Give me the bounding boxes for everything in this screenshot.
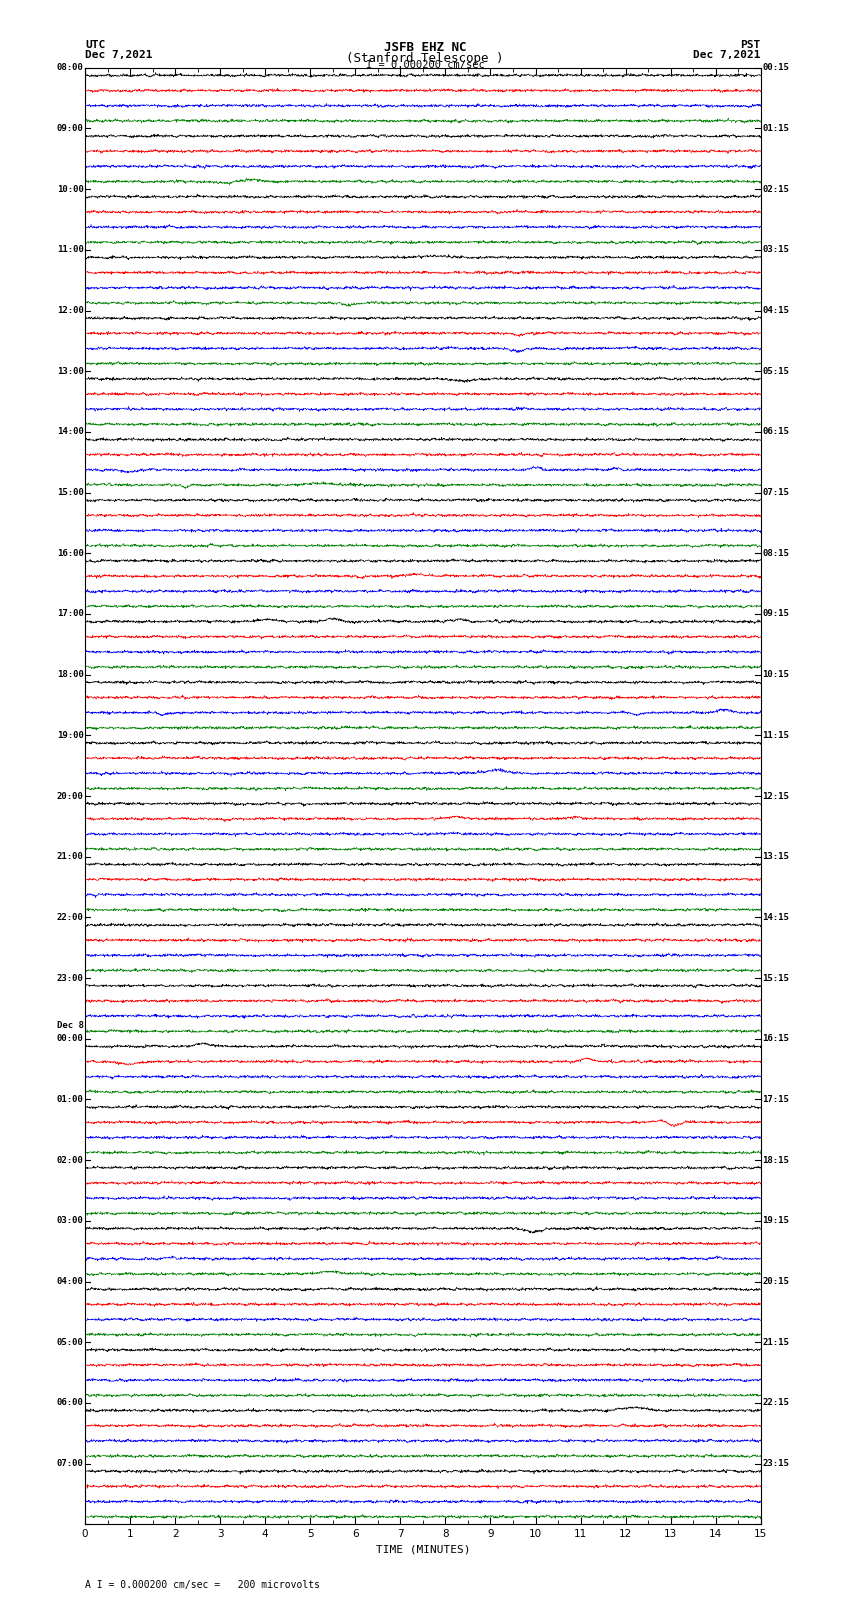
Text: 01:00: 01:00: [57, 1095, 83, 1103]
Text: Dec 7,2021: Dec 7,2021: [694, 50, 761, 60]
Text: 22:15: 22:15: [762, 1398, 789, 1408]
Text: 03:00: 03:00: [57, 1216, 83, 1226]
Text: 04:00: 04:00: [57, 1277, 83, 1286]
Text: 18:00: 18:00: [57, 669, 83, 679]
Text: 09:15: 09:15: [762, 610, 789, 618]
Text: 10:00: 10:00: [57, 184, 83, 194]
Text: 19:00: 19:00: [57, 731, 83, 740]
X-axis label: TIME (MINUTES): TIME (MINUTES): [376, 1545, 470, 1555]
Text: 15:00: 15:00: [57, 489, 83, 497]
Text: 16:00: 16:00: [57, 548, 83, 558]
Text: 16:15: 16:15: [762, 1034, 789, 1044]
Text: Dec 8: Dec 8: [57, 1021, 83, 1031]
Text: 00:00: 00:00: [57, 1034, 83, 1044]
Text: 07:15: 07:15: [762, 489, 789, 497]
Text: 21:15: 21:15: [762, 1337, 789, 1347]
Text: 19:15: 19:15: [762, 1216, 789, 1226]
Text: (Stanford Telescope ): (Stanford Telescope ): [346, 52, 504, 65]
Text: 13:15: 13:15: [762, 852, 789, 861]
Text: 23:15: 23:15: [762, 1460, 789, 1468]
Text: 12:15: 12:15: [762, 792, 789, 800]
Text: 11:00: 11:00: [57, 245, 83, 255]
Text: 08:00: 08:00: [57, 63, 83, 73]
Text: 08:15: 08:15: [762, 548, 789, 558]
Text: I = 0.000200 cm/sec: I = 0.000200 cm/sec: [366, 60, 484, 69]
Text: 18:15: 18:15: [762, 1155, 789, 1165]
Text: UTC: UTC: [85, 39, 105, 50]
Text: A I = 0.000200 cm/sec =   200 microvolts: A I = 0.000200 cm/sec = 200 microvolts: [85, 1581, 320, 1590]
Text: 05:15: 05:15: [762, 366, 789, 376]
Text: 13:00: 13:00: [57, 366, 83, 376]
Text: 03:15: 03:15: [762, 245, 789, 255]
Text: 22:00: 22:00: [57, 913, 83, 923]
Text: 17:00: 17:00: [57, 610, 83, 618]
Text: 05:00: 05:00: [57, 1337, 83, 1347]
Text: 20:15: 20:15: [762, 1277, 789, 1286]
Text: 09:00: 09:00: [57, 124, 83, 132]
Text: 23:00: 23:00: [57, 974, 83, 982]
Text: 20:00: 20:00: [57, 792, 83, 800]
Text: 06:15: 06:15: [762, 427, 789, 437]
Text: 04:15: 04:15: [762, 306, 789, 315]
Text: JSFB EHZ NC: JSFB EHZ NC: [383, 40, 467, 55]
Text: 01:15: 01:15: [762, 124, 789, 132]
Text: 14:15: 14:15: [762, 913, 789, 923]
Text: Dec 7,2021: Dec 7,2021: [85, 50, 152, 60]
Text: 21:00: 21:00: [57, 852, 83, 861]
Text: 14:00: 14:00: [57, 427, 83, 437]
Text: 06:00: 06:00: [57, 1398, 83, 1408]
Text: 11:15: 11:15: [762, 731, 789, 740]
Text: 02:00: 02:00: [57, 1155, 83, 1165]
Text: 00:15: 00:15: [762, 63, 789, 73]
Text: 02:15: 02:15: [762, 184, 789, 194]
Text: 07:00: 07:00: [57, 1460, 83, 1468]
Text: PST: PST: [740, 39, 761, 50]
Text: 10:15: 10:15: [762, 669, 789, 679]
Text: 17:15: 17:15: [762, 1095, 789, 1103]
Text: 15:15: 15:15: [762, 974, 789, 982]
Text: 12:00: 12:00: [57, 306, 83, 315]
